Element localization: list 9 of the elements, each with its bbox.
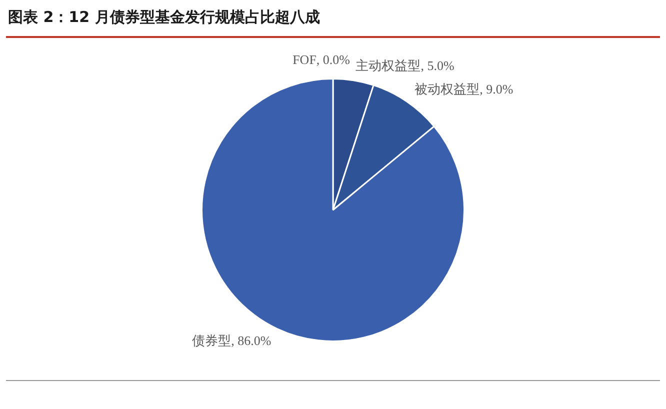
data-label: , 5.0% [420,58,454,73]
text: , 0.0% [316,52,350,68]
slice-label: 被动权益型 [414,81,480,96]
data-label: , 86.0% [231,332,272,348]
data-label: , 9.0% [480,81,514,96]
slice-label: 债券型 [192,332,232,348]
category-label: FOF [292,52,316,68]
slice-label: 主动权益型 [356,58,421,73]
chart-title: 图表 2：12 月债券型基金发行规模占比超八成 [8,8,320,27]
